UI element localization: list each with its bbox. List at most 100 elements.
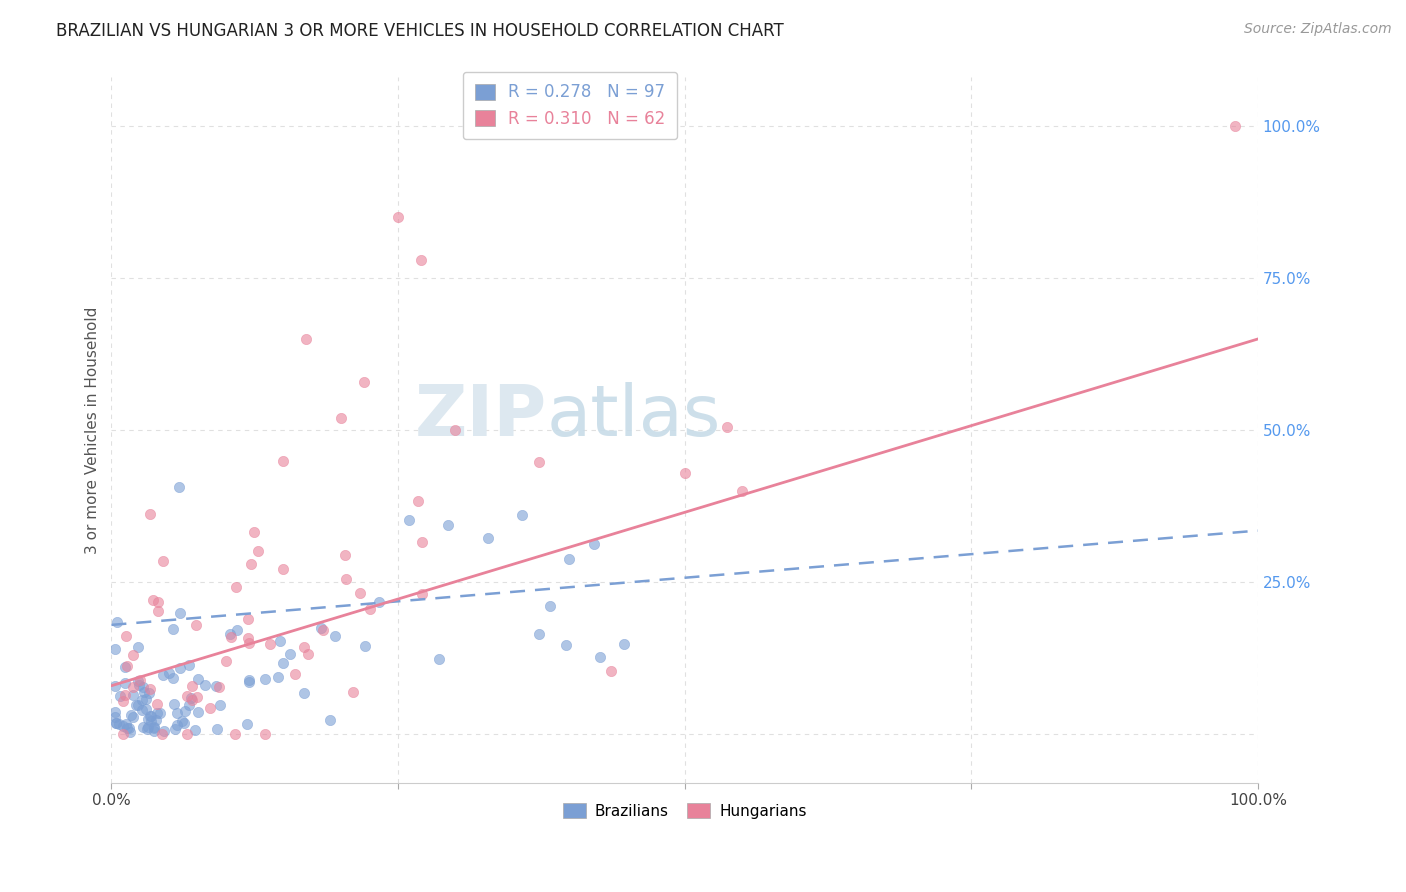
Point: [104, 679, 127, 693]
Point: [205, 722, 228, 736]
Point: [333, 548, 356, 562]
Point: [353, 639, 375, 653]
Point: [271, 657, 294, 671]
Point: [125, 698, 148, 712]
Point: [122, 648, 145, 662]
Text: BRAZILIAN VS HUNGARIAN 3 OR MORE VEHICLES IN HOUSEHOLD CORRELATION CHART: BRAZILIAN VS HUNGARIAN 3 OR MORE VEHICLE…: [56, 22, 785, 40]
Point: [253, 672, 276, 686]
Point: [118, 721, 141, 735]
Point: [148, 595, 170, 609]
Point: [349, 586, 371, 600]
Point: [135, 722, 157, 736]
Point: [200, 700, 222, 714]
Point: [136, 712, 159, 726]
Point: [267, 670, 290, 684]
Point: [292, 685, 315, 699]
Point: [219, 630, 242, 644]
Point: [122, 710, 145, 724]
Point: [238, 636, 260, 650]
Point: [139, 709, 162, 723]
Point: [238, 675, 260, 690]
Point: [114, 629, 136, 643]
Point: [555, 638, 578, 652]
Point: [115, 721, 138, 735]
Point: [177, 698, 200, 712]
Point: [731, 484, 754, 499]
Point: [157, 665, 180, 680]
Point: [208, 680, 231, 694]
Point: [153, 723, 176, 738]
Point: [139, 708, 162, 723]
Point: [135, 702, 157, 716]
Point: [142, 593, 165, 607]
Point: [512, 508, 534, 522]
Point: [142, 721, 165, 735]
Point: [194, 678, 217, 692]
Point: [329, 411, 352, 425]
Point: [136, 720, 159, 734]
Point: [411, 535, 433, 549]
Point: [387, 211, 409, 225]
Point: [180, 691, 202, 706]
Point: [239, 557, 262, 571]
Point: [105, 615, 128, 629]
Point: [613, 637, 636, 651]
Point: [215, 654, 238, 668]
Point: [104, 642, 127, 657]
Text: ZIP: ZIP: [415, 382, 547, 450]
Point: [104, 715, 127, 730]
Point: [172, 714, 194, 729]
Point: [120, 707, 142, 722]
Point: [114, 688, 136, 702]
Point: [529, 455, 551, 469]
Point: [118, 724, 141, 739]
Point: [121, 688, 143, 702]
Point: [179, 657, 201, 672]
Point: [152, 668, 174, 682]
Point: [139, 682, 162, 697]
Point: [162, 671, 184, 685]
Point: [309, 622, 332, 636]
Point: [273, 453, 295, 467]
Point: [104, 705, 127, 719]
Point: [166, 718, 188, 732]
Point: [204, 679, 226, 693]
Point: [184, 723, 207, 738]
Point: [176, 727, 198, 741]
Point: [284, 666, 307, 681]
Point: [169, 661, 191, 675]
Point: [181, 693, 204, 707]
Point: [129, 673, 152, 687]
Point: [141, 714, 163, 728]
Point: [166, 706, 188, 721]
Point: [599, 664, 621, 678]
Point: [114, 660, 136, 674]
Point: [162, 623, 184, 637]
Point: [236, 611, 259, 625]
Point: [477, 531, 499, 545]
Point: [409, 252, 432, 267]
Point: [142, 724, 165, 739]
Point: [134, 684, 156, 698]
Point: [111, 719, 134, 733]
Point: [589, 649, 612, 664]
Point: [406, 494, 429, 508]
Point: [122, 680, 145, 694]
Point: [1223, 119, 1246, 133]
Point: [174, 704, 197, 718]
Point: [169, 606, 191, 620]
Point: [108, 689, 131, 703]
Point: [335, 573, 357, 587]
Point: [104, 709, 127, 723]
Point: [224, 727, 246, 741]
Point: [295, 332, 318, 346]
Y-axis label: 3 or more Vehicles in Household: 3 or more Vehicles in Household: [86, 307, 100, 554]
Point: [271, 562, 294, 576]
Point: [236, 717, 259, 731]
Point: [297, 647, 319, 661]
Point: [132, 680, 155, 694]
Point: [143, 720, 166, 734]
Point: [127, 673, 149, 688]
Point: [115, 717, 138, 731]
Point: [115, 658, 138, 673]
